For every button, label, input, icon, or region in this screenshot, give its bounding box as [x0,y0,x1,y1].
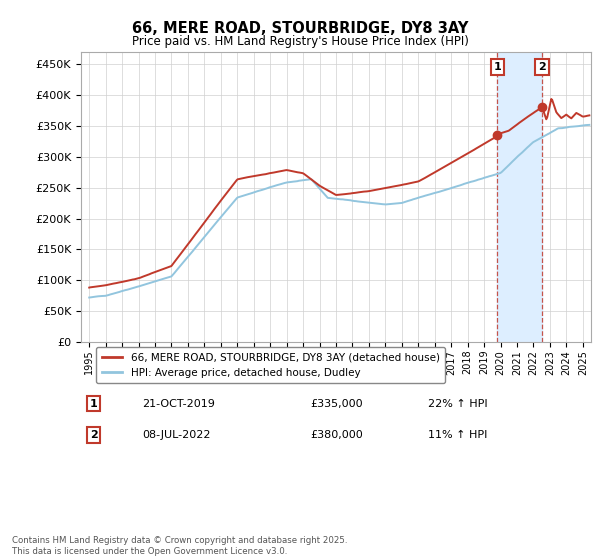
Text: 2: 2 [90,430,98,440]
Text: Contains HM Land Registry data © Crown copyright and database right 2025.
This d: Contains HM Land Registry data © Crown c… [12,536,347,556]
Text: 11% ↑ HPI: 11% ↑ HPI [428,430,487,440]
Text: 66, MERE ROAD, STOURBRIDGE, DY8 3AY: 66, MERE ROAD, STOURBRIDGE, DY8 3AY [132,21,468,36]
Text: 22% ↑ HPI: 22% ↑ HPI [428,399,487,408]
Text: 1: 1 [90,399,98,408]
Legend: 66, MERE ROAD, STOURBRIDGE, DY8 3AY (detached house), HPI: Average price, detach: 66, MERE ROAD, STOURBRIDGE, DY8 3AY (det… [97,347,445,382]
Text: £335,000: £335,000 [311,399,363,408]
Text: Price paid vs. HM Land Registry's House Price Index (HPI): Price paid vs. HM Land Registry's House … [131,35,469,48]
Text: 1: 1 [494,62,501,72]
Bar [497,52,542,342]
Text: 08-JUL-2022: 08-JUL-2022 [142,430,211,440]
Text: £380,000: £380,000 [311,430,363,440]
Text: 21-OCT-2019: 21-OCT-2019 [142,399,215,408]
Text: 2: 2 [538,62,546,72]
